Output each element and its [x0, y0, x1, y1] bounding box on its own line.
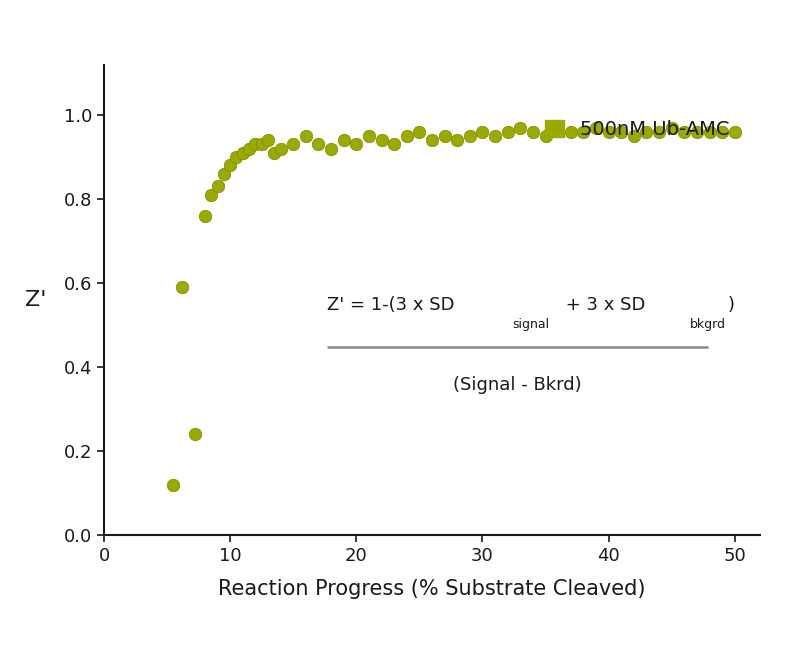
Point	[577, 126, 590, 137]
Point	[205, 190, 218, 200]
Point	[167, 480, 180, 490]
Text: Z' = 1-(3 x SD: Z' = 1-(3 x SD	[327, 296, 454, 314]
Point	[400, 131, 413, 141]
Point	[678, 126, 690, 137]
Point	[564, 126, 577, 137]
Point	[255, 139, 268, 150]
X-axis label: Reaction Progress (% Substrate Cleaved): Reaction Progress (% Substrate Cleaved)	[218, 579, 646, 599]
Point	[514, 123, 526, 133]
Point	[338, 135, 350, 145]
Point	[602, 126, 615, 137]
Point	[325, 143, 338, 154]
Point	[198, 211, 211, 221]
Point	[463, 131, 476, 141]
Point	[640, 126, 653, 137]
Point	[653, 126, 666, 137]
Point	[287, 139, 300, 150]
Text: bkgrd: bkgrd	[690, 317, 726, 330]
Point	[489, 131, 502, 141]
Point	[413, 126, 426, 137]
Point	[590, 123, 602, 133]
Point	[388, 139, 401, 150]
Point	[268, 148, 281, 158]
Point	[728, 126, 741, 137]
Point	[236, 148, 249, 158]
Legend: 500nM Ub-AMC: 500nM Ub-AMC	[537, 112, 737, 147]
Point	[224, 160, 237, 170]
Point	[262, 135, 274, 145]
Point	[230, 152, 243, 162]
Point	[438, 131, 451, 141]
Point	[476, 126, 489, 137]
Point	[312, 139, 325, 150]
Point	[703, 126, 716, 137]
Text: (Signal - Bkrd): (Signal - Bkrd)	[453, 376, 582, 394]
Point	[526, 126, 539, 137]
Point	[211, 181, 224, 192]
Point	[451, 135, 464, 145]
Y-axis label: Z': Z'	[26, 290, 46, 310]
Point	[426, 135, 438, 145]
Point	[716, 126, 729, 137]
Point	[539, 131, 552, 141]
Point	[502, 126, 514, 137]
Text: signal: signal	[513, 317, 550, 330]
Point	[274, 143, 287, 154]
Point	[375, 135, 388, 145]
Point	[350, 139, 362, 150]
Point	[189, 430, 202, 440]
Point	[218, 168, 230, 179]
Point	[362, 131, 375, 141]
Point	[242, 143, 255, 154]
Point	[627, 131, 640, 141]
Point	[176, 282, 189, 292]
Point	[249, 139, 262, 150]
Point	[615, 126, 628, 137]
Point	[299, 131, 312, 141]
Text: ): )	[727, 296, 734, 314]
Point	[690, 126, 703, 137]
Text: + 3 x SD: + 3 x SD	[560, 296, 646, 314]
Point	[666, 123, 678, 133]
